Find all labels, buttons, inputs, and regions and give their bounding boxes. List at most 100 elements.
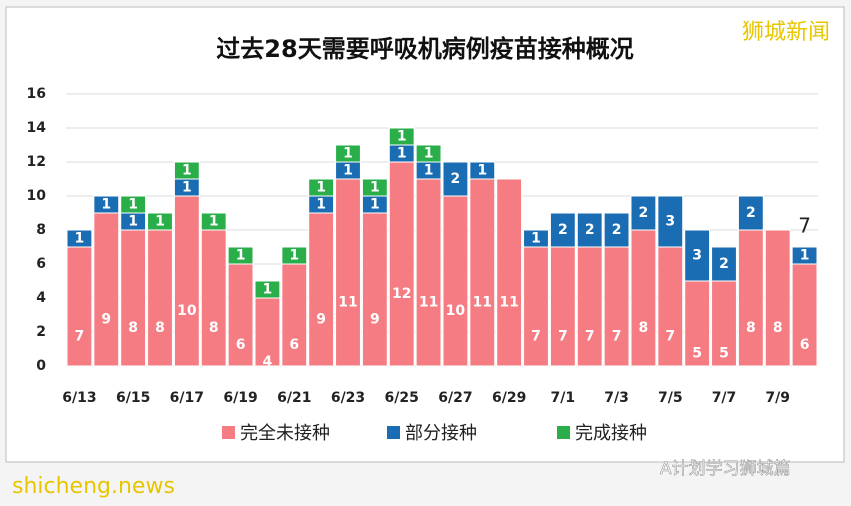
x-tick-label: 6/23	[331, 390, 365, 406]
value-label: 1	[209, 214, 219, 230]
bar-segment	[254, 280, 281, 299]
x-tick-label: 7/5	[658, 390, 683, 406]
x-tick-label: 6/25	[385, 390, 419, 406]
bar-segment	[120, 195, 147, 214]
y-tick-label: 4	[36, 290, 46, 306]
watermark: A计划学习狮城篇	[660, 459, 791, 479]
value-label: 1	[101, 197, 111, 213]
value-label: 8	[209, 320, 219, 336]
value-label: 6	[289, 337, 299, 353]
bar-segment	[308, 178, 335, 197]
value-label: 12	[392, 286, 411, 302]
bar-segment	[415, 178, 442, 367]
value-label: 11	[499, 295, 518, 311]
value-label: 1	[370, 197, 380, 213]
watermark: 狮城新闻	[742, 20, 830, 45]
bar-segment	[361, 178, 388, 197]
annotation: 7	[798, 214, 811, 238]
value-label: 1	[128, 214, 138, 230]
value-label: 2	[585, 222, 595, 238]
legend-swatch	[557, 426, 570, 439]
bar-segment	[576, 212, 603, 248]
value-label: 1	[316, 180, 326, 196]
value-label: 4	[263, 354, 273, 370]
value-label: 5	[692, 346, 702, 362]
bar-segment	[147, 212, 173, 231]
value-label: 7	[75, 329, 85, 345]
bar-segment	[791, 263, 818, 367]
value-label: 1	[343, 163, 353, 179]
y-tick-label: 14	[27, 120, 47, 136]
value-label: 6	[236, 337, 246, 353]
y-tick-label: 10	[27, 188, 47, 204]
y-tick-label: 0	[36, 358, 46, 374]
value-label: 2	[612, 222, 622, 238]
value-label: 9	[101, 312, 111, 328]
y-tick-label: 8	[36, 222, 46, 238]
bar-segment	[711, 246, 737, 282]
value-label: 1	[397, 129, 407, 145]
value-label: 1	[316, 197, 326, 213]
bar-segment	[415, 144, 442, 163]
bar-segment	[523, 246, 549, 367]
value-label: 1	[343, 146, 353, 162]
bar-segment	[549, 246, 576, 367]
bar-segment	[200, 229, 227, 367]
value-label: 1	[128, 197, 138, 213]
bar-segment	[281, 246, 308, 265]
bar-segment	[442, 161, 469, 197]
value-label: 1	[289, 248, 299, 264]
x-tick-label: 6/15	[116, 390, 150, 406]
value-label: 11	[419, 295, 438, 311]
bar-segment	[93, 212, 120, 367]
legend-label: 部分接种	[405, 423, 477, 444]
chart-title: 过去28天需要呼吸机病例疫苗接种概况	[216, 35, 633, 63]
value-label: 8	[639, 320, 649, 336]
bar-segment	[442, 195, 469, 367]
y-tick-label: 12	[27, 154, 46, 170]
bar-segment	[684, 229, 711, 282]
bar-segment	[227, 246, 254, 265]
value-label: 2	[639, 205, 649, 221]
bar-segment	[469, 178, 496, 367]
bar-segment	[630, 195, 657, 231]
value-label: 7	[665, 329, 675, 345]
value-label: 2	[746, 205, 756, 221]
bar-segment	[469, 161, 496, 180]
value-label: 8	[746, 320, 756, 336]
bar-segment	[173, 161, 200, 180]
value-label: 2	[451, 171, 461, 187]
y-tick-label: 2	[36, 324, 46, 340]
value-label: 11	[473, 295, 492, 311]
watermark: shicheng.news	[12, 474, 175, 499]
bar-segment	[227, 263, 254, 367]
value-label: 1	[424, 146, 434, 162]
legend-label: 完全未接种	[240, 423, 330, 444]
value-label: 5	[719, 346, 729, 362]
bar-segment	[657, 246, 684, 367]
bar-segment	[764, 229, 791, 367]
y-tick-label: 16	[27, 86, 46, 102]
bar-segment	[711, 280, 737, 367]
bar-segment	[523, 229, 549, 248]
bar-segment	[281, 263, 308, 367]
bar-segment	[66, 246, 93, 367]
x-tick-label: 7/1	[551, 390, 576, 406]
value-label: 1	[397, 146, 407, 162]
value-label: 11	[338, 295, 357, 311]
value-label: 3	[665, 214, 675, 230]
value-label: 9	[316, 312, 326, 328]
bar-segment	[66, 229, 93, 248]
value-label: 1	[424, 163, 434, 179]
legend-label: 完成接种	[575, 423, 647, 444]
bar-segment	[388, 161, 415, 367]
value-label: 8	[773, 320, 783, 336]
bar-segment	[791, 246, 818, 265]
value-label: 1	[182, 180, 192, 196]
value-label: 1	[477, 163, 487, 179]
bar-segment	[603, 212, 630, 248]
value-label: 8	[128, 320, 138, 336]
value-label: 7	[558, 329, 568, 345]
